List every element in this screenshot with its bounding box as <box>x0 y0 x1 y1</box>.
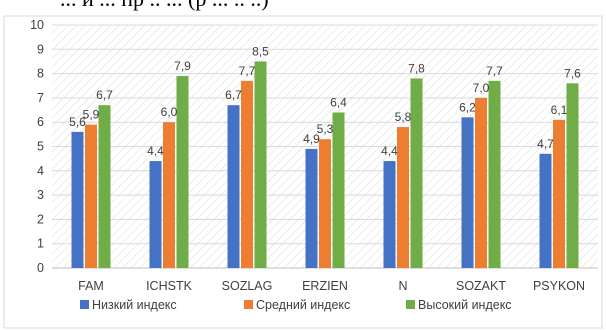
bar <box>98 105 111 268</box>
bar <box>553 119 565 269</box>
y-tick-label: 7 <box>37 91 44 105</box>
y-tick-label: 10 <box>30 18 44 32</box>
legend-label: Низкий индекс <box>92 298 177 312</box>
data-label: 6,1 <box>551 103 568 117</box>
data-label: 5,6 <box>69 115 86 129</box>
y-tick-label: 9 <box>37 42 44 56</box>
bar <box>254 61 267 269</box>
x-tick-label: PSYKON <box>533 279 585 293</box>
data-label: 6,4 <box>330 95 347 109</box>
bars <box>71 61 579 269</box>
data-label: 7,7 <box>239 64 256 78</box>
data-label: 4,4 <box>381 144 398 158</box>
bar <box>566 83 579 268</box>
data-label: 5,3 <box>317 122 334 136</box>
data-label: 6,7 <box>225 88 242 102</box>
data-label: 4,4 <box>147 144 164 158</box>
x-tick-label: N <box>398 279 407 293</box>
data-labels: 5,65,9 6,7 4,4 6,0 7,9 6,7 7,7 8,5 4,95,3 6,4 4,4 5… <box>69 44 581 158</box>
data-label: 5,9 <box>83 108 100 122</box>
bar <box>383 161 396 268</box>
data-label: 6,0 <box>161 105 178 119</box>
y-axis: 0 1 2 3 4 5 6 7 8 9 10 <box>30 18 44 275</box>
y-tick-label: 1 <box>37 237 44 251</box>
data-label: 7,9 <box>174 59 191 73</box>
legend-label: Средний индекс <box>256 298 350 312</box>
data-label: 4,9 <box>303 132 320 146</box>
bar <box>461 117 474 268</box>
bar <box>488 80 501 268</box>
y-tick-label: 5 <box>37 140 44 154</box>
data-label: 5,8 <box>395 110 412 124</box>
data-label: 4,7 <box>537 137 554 151</box>
x-tick-label: SOZAKT <box>456 279 506 293</box>
y-tick-label: 2 <box>37 212 44 226</box>
data-label: 7,6 <box>564 66 581 80</box>
data-label: 6,2 <box>459 100 476 114</box>
bar <box>475 97 487 269</box>
data-label: 8,5 <box>252 44 269 58</box>
data-label: 7,8 <box>408 61 425 75</box>
legend: Низкий индекс Средний индекс Высокий индек… <box>80 298 512 312</box>
x-tick-label: SOZLAG <box>222 279 273 293</box>
x-tick-label: ERZIEN <box>302 279 348 293</box>
bar <box>149 161 162 268</box>
bar <box>176 76 189 268</box>
bar <box>163 122 175 268</box>
data-label: 7,0 <box>473 81 490 95</box>
header-fragment: ... и ... пр .. ... (р ... .. ..) <box>60 0 269 11</box>
legend-swatch <box>244 300 253 309</box>
bar <box>71 131 84 268</box>
y-tick-label: 0 <box>37 261 44 275</box>
legend-swatch <box>406 300 415 309</box>
y-tick-label: 6 <box>37 115 44 129</box>
x-axis: FAM ICHSTK SOZLAG ERZIEN N SOZAKT PSYKON <box>78 279 585 293</box>
x-tick-label: ICHSTK <box>146 279 193 293</box>
bar <box>85 124 97 268</box>
y-tick-label: 4 <box>37 164 44 178</box>
y-tick-label: 8 <box>37 67 44 81</box>
data-label: 6,7 <box>96 88 113 102</box>
bar <box>410 78 423 269</box>
bar <box>305 148 318 268</box>
legend-swatch <box>80 300 89 309</box>
bar <box>227 105 240 268</box>
bar <box>539 153 552 268</box>
y-tick-label: 3 <box>37 188 44 202</box>
bar <box>332 112 345 268</box>
bar <box>319 139 331 268</box>
x-tick-label: FAM <box>78 279 104 293</box>
bar <box>241 80 253 268</box>
bar <box>397 127 409 268</box>
legend-label: Высокий индекс <box>418 298 512 312</box>
data-label: 7,7 <box>486 64 503 78</box>
